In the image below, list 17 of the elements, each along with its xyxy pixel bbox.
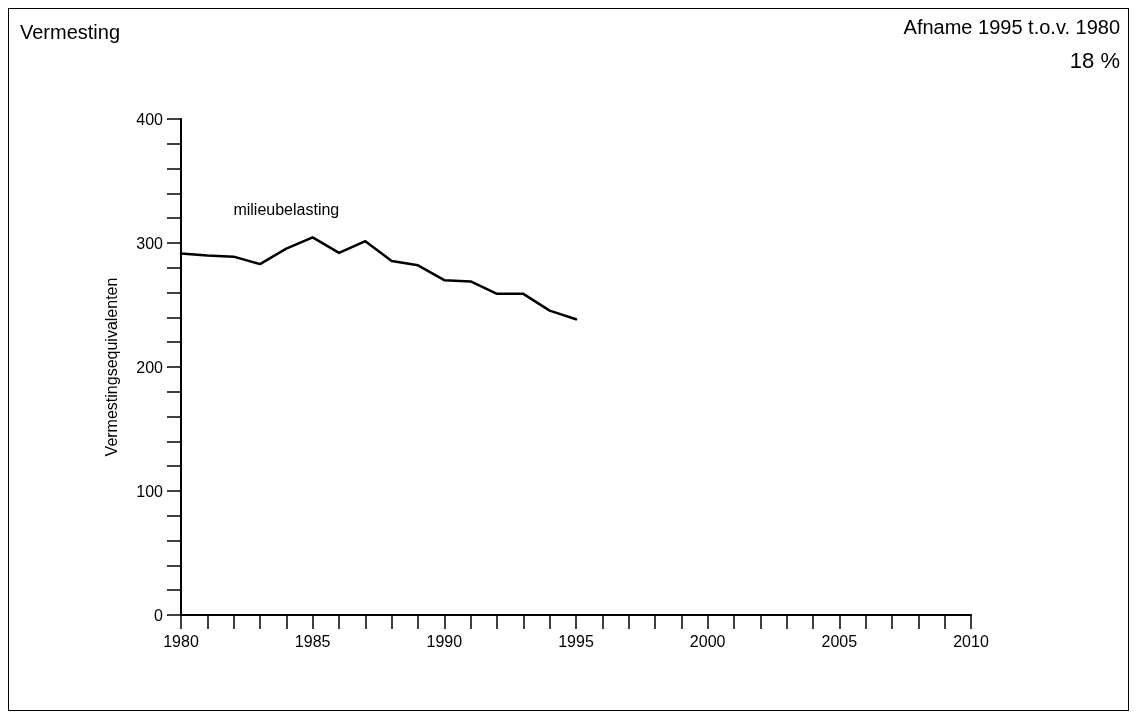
y-axis-title: Vermestingsequivalenten [102, 277, 120, 457]
x-tick-label: 1995 [558, 632, 594, 650]
y-tick-label: 0 [154, 606, 164, 624]
x-tick-label: 1985 [294, 632, 331, 650]
text: Afname 1995 t.o.v. 1980 [903, 16, 1121, 38]
x-tick-label: 1990 [426, 632, 463, 650]
x-tick-label: 2005 [821, 632, 858, 650]
chart-title: Vermesting [20, 21, 121, 43]
y-tick-label: 200 [136, 358, 164, 376]
x-tick-label: 1980 [163, 632, 199, 650]
y-tick-label: 100 [136, 482, 164, 500]
series-label: milieubelasting [233, 201, 340, 219]
x-tick-label: 2010 [953, 632, 989, 650]
y-tick-label: 400 [136, 110, 164, 128]
text: 18 % [1069, 47, 1121, 73]
x-tick-label: 2000 [689, 632, 726, 650]
y-tick-label: 300 [136, 234, 164, 252]
